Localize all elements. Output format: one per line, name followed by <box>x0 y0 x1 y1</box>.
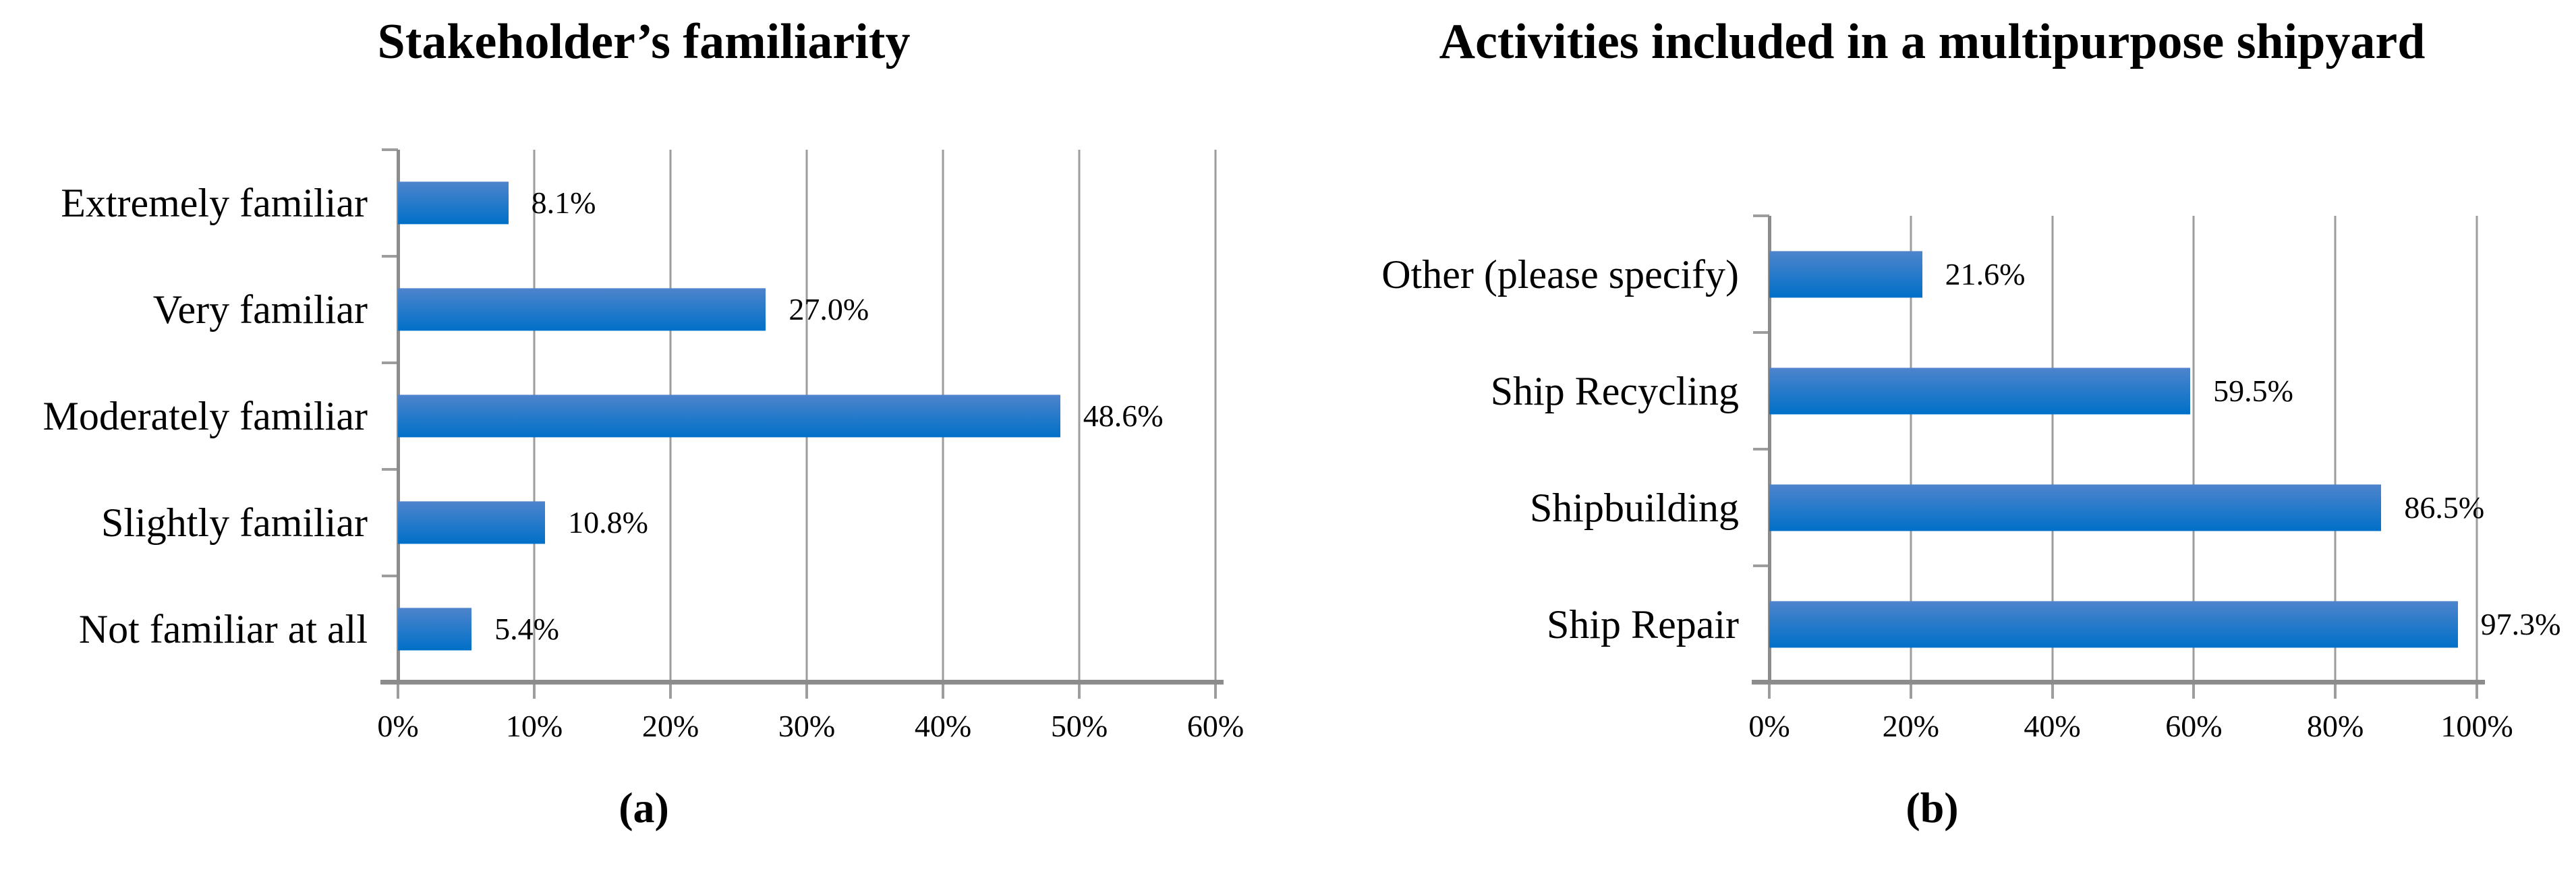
data-label: 27.0% <box>789 292 869 326</box>
data-label: 21.6% <box>1945 256 2026 291</box>
data-label: 97.3% <box>2480 606 2561 641</box>
y-axis-tick <box>1753 331 1769 334</box>
bar-ship-recycling <box>1769 367 2191 415</box>
y-axis-tick <box>1753 214 1769 217</box>
category-label-ship-recycling: Ship Recycling <box>1490 368 1739 413</box>
data-label: 59.5% <box>2213 373 2293 408</box>
x-tick-label: 40% <box>2024 709 2081 743</box>
x-axis-tick <box>1909 682 1912 699</box>
data-label: 8.1% <box>531 185 596 220</box>
subfigure-caption-b: (b) <box>1906 784 1959 832</box>
y-axis-tick <box>1753 448 1769 450</box>
x-axis-tick <box>942 682 944 699</box>
x-axis-line <box>1752 680 2485 685</box>
bar-slightly-familiar <box>398 501 546 544</box>
x-axis-tick <box>1078 682 1081 699</box>
x-axis-tick <box>2051 682 2054 699</box>
bar-ship-repair <box>1769 600 2458 648</box>
gridline <box>2334 216 2337 682</box>
x-axis-labels-b: 0% 20% 40% 60% 80% 100% <box>1748 709 2513 758</box>
x-tick-label: 80% <box>2307 709 2364 743</box>
x-tick-label: 0% <box>1748 709 1790 743</box>
bar-other-please-specify <box>1769 250 1922 298</box>
gridline <box>2051 216 2054 682</box>
chart-title-a: Stakeholder’s familiarity <box>377 14 911 69</box>
x-tick-label: 50% <box>1050 709 1108 743</box>
x-axis-tick <box>397 682 399 699</box>
gridline <box>1078 150 1081 682</box>
y-axis-tick <box>382 361 398 364</box>
data-label: 48.6% <box>1083 399 1164 433</box>
bar-shipbuilding <box>1769 484 2382 531</box>
bar-not-familiar-at-all <box>398 608 472 651</box>
category-label-slightly-familiar: Slightly familiar <box>101 500 368 545</box>
x-tick-label: 30% <box>778 709 836 743</box>
x-axis-tick <box>669 682 672 699</box>
x-axis-tick <box>2334 682 2337 699</box>
x-axis-tick <box>805 682 808 699</box>
x-tick-label: 20% <box>641 709 699 743</box>
gridline <box>2192 216 2195 682</box>
category-label-shipbuilding: Shipbuilding <box>1529 485 1739 530</box>
x-axis-tick <box>2475 682 2478 699</box>
x-tick-label: 40% <box>914 709 972 743</box>
x-tick-label: 60% <box>1186 709 1244 743</box>
chart-title-b: Activities included in a multipurpose sh… <box>1439 14 2426 69</box>
data-label: 10.8% <box>568 505 648 540</box>
x-axis-tick <box>1214 682 1217 699</box>
y-axis-tick <box>382 468 398 471</box>
x-tick-label: 10% <box>505 709 563 743</box>
bar-extremely-familiar <box>398 181 509 225</box>
x-tick-label: 20% <box>1882 709 1939 743</box>
category-label-other-please-specify: Other (please specify) <box>1381 252 1739 297</box>
y-axis-line <box>1768 216 1771 682</box>
x-tick-label: 100% <box>2440 709 2513 743</box>
x-axis-line <box>380 680 1224 685</box>
x-axis-tick <box>533 682 536 699</box>
category-label-extremely-familiar: Extremely familiar <box>61 181 368 225</box>
category-label-not-familiar-at-all: Not familiar at all <box>78 607 368 651</box>
category-label-moderately-familiar: Moderately familiar <box>42 394 368 438</box>
x-tick-label: 0% <box>377 709 419 743</box>
x-axis-labels-a: 0% 10% 20% 30% 40% 50% 60% <box>377 709 1244 758</box>
category-axis-b: Other (please specify) Ship Recycling Ship… <box>1288 216 1739 682</box>
data-label: 86.5% <box>2404 490 2485 525</box>
category-axis-a: Extremely familiar Very familiar Moderatel… <box>0 150 368 682</box>
gridline <box>1910 216 1912 682</box>
bar-very-familiar <box>398 288 766 331</box>
y-axis-tick <box>382 575 398 577</box>
x-axis-tick <box>1768 682 1771 699</box>
bar-moderately-familiar <box>398 395 1060 438</box>
chart-panel-b: Activities included in a multipurpose sh… <box>1288 0 2576 872</box>
gridline <box>2475 216 2478 682</box>
plot-area-b: 21.6% 59.5% 86.5% 97.3% <box>1752 214 2561 699</box>
category-label-very-familiar: Very familiar <box>152 287 368 332</box>
x-tick-label: 60% <box>2165 709 2223 743</box>
chart-panel-a: Stakeholder’s familiarity Extremely fami… <box>0 14 1244 832</box>
y-axis-tick <box>382 148 398 151</box>
x-axis-tick <box>2192 682 2196 699</box>
y-axis-tick <box>382 255 398 258</box>
gridline <box>1214 150 1217 682</box>
category-label-ship-repair: Ship Repair <box>1547 602 1739 647</box>
plot-area-a: 8.1% 27.0% 48.6% 10.8% 5.4% <box>380 148 1224 699</box>
data-label: 5.4% <box>494 612 559 646</box>
subfigure-caption-a: (a) <box>619 784 669 832</box>
y-axis-tick <box>1753 564 1769 567</box>
